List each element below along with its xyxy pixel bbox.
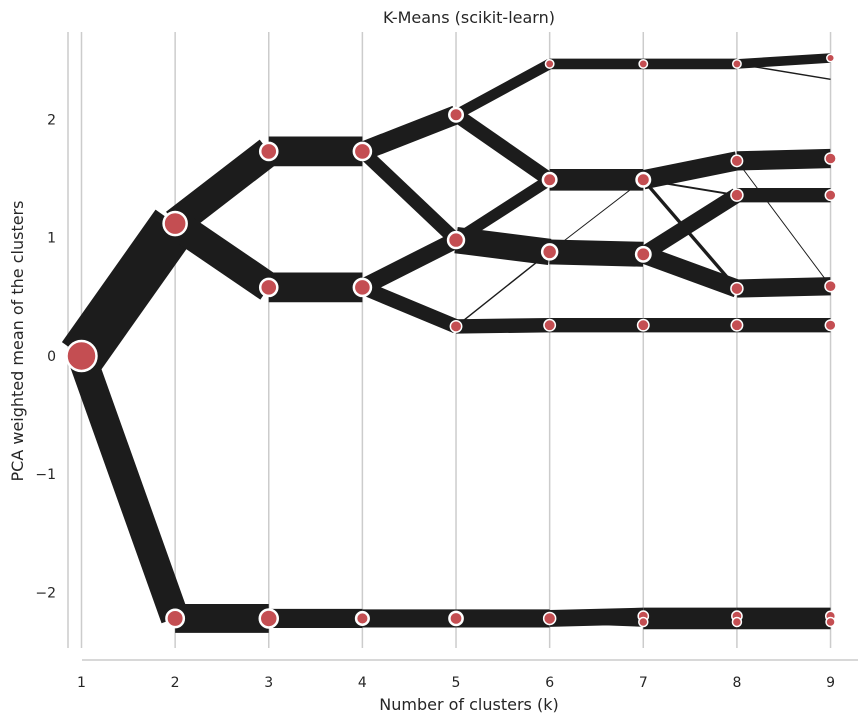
cluster-edges bbox=[61, 53, 831, 633]
edge-7c-8d bbox=[640, 245, 741, 298]
cluster-node-6e bbox=[542, 611, 557, 626]
cluster-node-7a bbox=[638, 58, 649, 69]
edge-5b-6c bbox=[454, 226, 552, 266]
edge-4a-5a bbox=[358, 105, 460, 161]
cluster-node-9d bbox=[824, 189, 837, 202]
cluster-node-7d bbox=[636, 318, 650, 332]
edge-7b-8b bbox=[641, 151, 739, 190]
y-tick-label: −2 bbox=[35, 585, 56, 601]
y-tick-labels: 2 1 0 −1 −2 bbox=[35, 112, 56, 601]
cluster-node-3b bbox=[258, 277, 279, 298]
cluster-node-4c bbox=[354, 610, 370, 626]
y-tick-label: 1 bbox=[47, 231, 56, 247]
y-tick-label: 2 bbox=[47, 112, 56, 128]
cluster-node-8d bbox=[730, 281, 744, 296]
edge-1a-2b bbox=[67, 351, 189, 624]
edge-8d-9e bbox=[736, 277, 831, 298]
y-tick-label: 0 bbox=[47, 349, 56, 365]
cluster-node-4a bbox=[352, 141, 373, 162]
edge-7b-8c bbox=[643, 178, 738, 197]
cluster-node-3c bbox=[258, 608, 280, 629]
vertical-gridlines bbox=[80, 32, 832, 648]
edge-6c-7b bbox=[549, 179, 644, 253]
edge-4b-5c bbox=[359, 280, 459, 334]
cluster-node-5a bbox=[448, 106, 465, 123]
x-tick-label: 8 bbox=[732, 675, 741, 691]
cluster-nodes bbox=[65, 53, 837, 629]
cluster-node-7b bbox=[635, 171, 652, 188]
edge-8b-9c bbox=[736, 148, 831, 171]
edge-8a-9a bbox=[736, 53, 831, 69]
cluster-node-5d bbox=[448, 610, 464, 627]
x-tick-labels: 1 2 3 4 5 6 7 8 9 bbox=[77, 675, 835, 691]
cluster-node-6d bbox=[543, 318, 557, 332]
edge-1a-2a bbox=[61, 209, 195, 370]
cluster-node-1a bbox=[65, 339, 98, 373]
cluster-node-8c bbox=[730, 188, 744, 202]
edge-2a-3b bbox=[166, 211, 278, 300]
cluster-node-5c bbox=[449, 319, 463, 333]
edge-4b-5b bbox=[358, 232, 460, 295]
y-axis-label: PCA weighted mean of the clusters bbox=[8, 201, 27, 482]
x-tick-label: 7 bbox=[639, 675, 648, 691]
cluster-node-8g bbox=[731, 616, 743, 628]
x-tick-label: 3 bbox=[264, 675, 273, 691]
edge-2a-3a bbox=[166, 139, 278, 236]
cluster-node-8b bbox=[730, 154, 744, 168]
cluster-node-6b bbox=[541, 171, 558, 188]
cluster-node-8e bbox=[730, 318, 744, 332]
cluster-node-9c bbox=[824, 152, 837, 165]
x-tick-label: 5 bbox=[452, 675, 461, 691]
x-axis-label: Number of clusters (k) bbox=[379, 695, 558, 714]
cluster-node-2a bbox=[162, 210, 188, 237]
edge-7b-8d bbox=[642, 178, 739, 290]
x-tick-label: 1 bbox=[77, 675, 86, 691]
cluster-node-8a bbox=[731, 58, 742, 69]
edge-8b-9e bbox=[736, 160, 831, 287]
cluster-node-6c bbox=[540, 243, 559, 261]
edge-8a-9b bbox=[736, 63, 831, 81]
cluster-node-5b bbox=[446, 230, 466, 250]
edge-5c-6d bbox=[455, 318, 550, 334]
cluster-node-2b bbox=[165, 608, 186, 629]
cluster-node-9h bbox=[825, 616, 836, 628]
cluster-node-4b bbox=[352, 277, 373, 298]
x-tick-label: 6 bbox=[545, 675, 554, 691]
edge-5a-6b bbox=[451, 108, 554, 186]
edge-7c-8c bbox=[639, 188, 742, 261]
edge-6c-7c bbox=[549, 239, 644, 267]
edge-5a-6a bbox=[453, 59, 553, 120]
cluster-node-3a bbox=[258, 141, 279, 162]
edge-4a-5b bbox=[357, 146, 461, 245]
cluster-node-7f bbox=[638, 616, 649, 628]
chart-title: K-Means (scikit-learn) bbox=[383, 8, 555, 27]
x-tick-label: 4 bbox=[358, 675, 367, 691]
x-tick-label: 9 bbox=[826, 675, 835, 691]
x-tick-label: 2 bbox=[171, 675, 180, 691]
edge-6e-7f bbox=[549, 613, 644, 627]
cluster-node-7c bbox=[634, 245, 652, 263]
y-tick-label: −1 bbox=[35, 467, 56, 483]
cluster-node-9a bbox=[826, 53, 836, 63]
cluster-node-6a bbox=[544, 58, 555, 69]
cluster-node-9e bbox=[824, 279, 837, 293]
cluster-node-9f bbox=[824, 319, 837, 332]
edge-5c-6c bbox=[455, 251, 551, 327]
